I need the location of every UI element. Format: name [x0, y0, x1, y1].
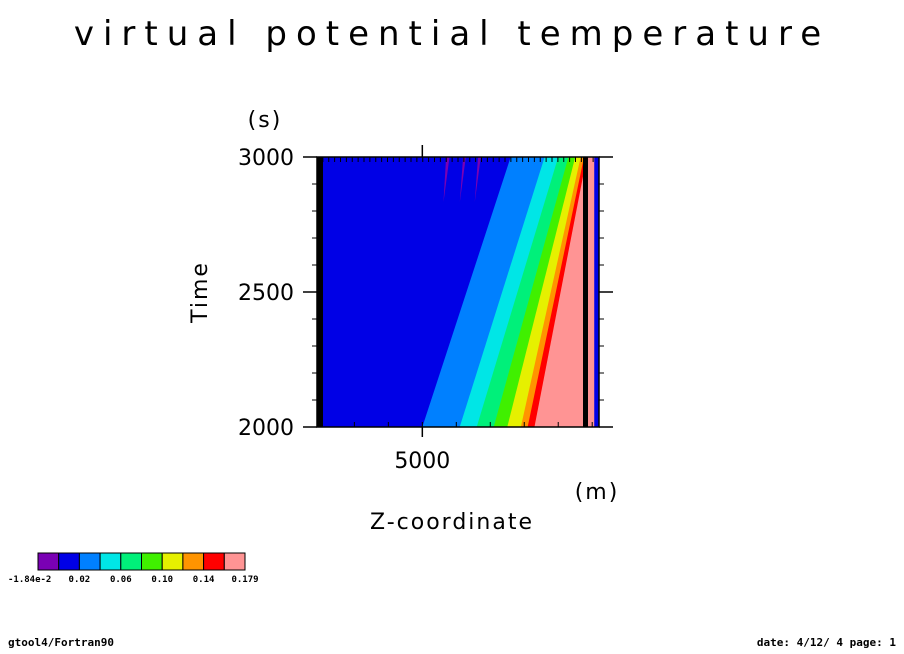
contour-streak: [459, 157, 466, 202]
colorbar-label: 0.179: [231, 575, 258, 585]
colorbar-swatch: [78, 552, 101, 571]
colorbar-swatch: [203, 552, 225, 571]
chart-title: virtual potential temperature: [73, 14, 831, 54]
colorbar: -1.84e-2 0.02 0.06 0.10 0.14 0.179: [8, 552, 259, 585]
y-tick-label: 2000: [238, 416, 294, 441]
colorbar-label: 0.02: [69, 575, 91, 585]
colorbar-swatch: [182, 552, 205, 571]
y-tick-label: 3000: [238, 146, 294, 171]
colorbar-swatch: [161, 552, 184, 571]
colorbar-swatch: [37, 552, 60, 571]
x-axis-unit: (m): [575, 480, 620, 505]
left-edge-bar: [317, 157, 323, 427]
right-edge-bar: [583, 157, 588, 427]
colorbar-label: 0.10: [151, 575, 173, 585]
x-tick-label: 5000: [394, 449, 450, 474]
colorbar-swatch: [141, 552, 163, 571]
axis-ticks: 5000 2000 2500 3000: [238, 145, 613, 474]
y-tick-label: 2500: [238, 281, 294, 306]
colorbar-label: -1.84e-2: [8, 575, 51, 585]
x-axis-label: Z-coordinate: [370, 510, 534, 535]
y-axis-label: Time: [188, 261, 213, 324]
contour-edge-band: [594, 157, 599, 427]
footer-right: date: 4/12/ 4 page: 1: [756, 636, 896, 649]
contour-streak: [474, 157, 481, 202]
contour-streak: [443, 157, 450, 202]
y-axis-unit: (s): [248, 108, 283, 133]
colorbar-label: 0.06: [110, 575, 132, 585]
footer-left: gtool4/Fortran90: [8, 636, 114, 649]
contour-field: [317, 157, 599, 427]
colorbar-swatch: [99, 552, 122, 571]
colorbar-swatch: [223, 552, 246, 571]
colorbar-swatch: [120, 552, 143, 571]
colorbar-swatch: [58, 552, 80, 571]
colorbar-label: 0.14: [193, 575, 215, 585]
